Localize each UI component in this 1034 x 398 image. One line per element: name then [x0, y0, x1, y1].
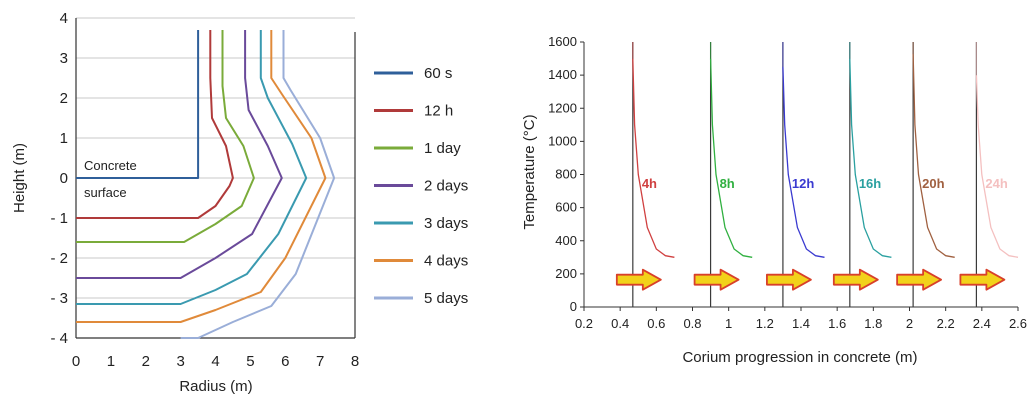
x-tick-label: 5 [246, 353, 254, 370]
series-line-6 [180, 30, 336, 339]
y-tick-label: 1000 [548, 133, 577, 148]
series-group [76, 30, 336, 339]
y-tick-label: 4 [60, 10, 68, 27]
x-tick-label: 4 [211, 353, 219, 370]
x-tick-label: 6 [281, 353, 289, 370]
y-tick-label: 600 [555, 200, 577, 215]
x-axis-label: Radius (m) [179, 378, 252, 395]
x-tick-label: 1.8 [864, 316, 882, 331]
y-tick-label: - 2 [50, 250, 68, 267]
x-tick-label: 0.2 [575, 316, 593, 331]
x-tick-label: 1 [725, 316, 732, 331]
y-tick-label: - 3 [50, 290, 68, 307]
profile-line-4 [912, 53, 955, 258]
y-axis-label: Temperature (°C) [521, 114, 538, 229]
legend-label: 3 days [424, 215, 468, 232]
y-tick-label: 0 [60, 170, 68, 187]
time-label: 24h [985, 176, 1007, 191]
series-line-5 [76, 30, 327, 323]
profile-line-1 [709, 58, 753, 258]
y-tick-label: 2 [60, 90, 68, 107]
series-line-2 [76, 30, 255, 243]
legend-label: 60 s [424, 65, 452, 82]
time-label: 16h [859, 176, 881, 191]
x-tick-label: 2.4 [973, 316, 991, 331]
progression-arrow-icon [693, 268, 740, 291]
legend-label: 12 h [424, 103, 453, 120]
y-tick-label: 3 [60, 50, 68, 67]
x-tick-label: 1.2 [756, 316, 774, 331]
series-line-1 [76, 30, 234, 219]
x-tick-label: 8 [351, 353, 359, 370]
y-tick-labels: 0 200 400 600 800 1000 1200 1400 1600 [548, 34, 584, 314]
legend-label: 4 days [424, 253, 468, 270]
y-tick-label: - 4 [50, 330, 68, 347]
y-axis-label: Height (m) [11, 143, 28, 213]
annotation-concrete: Concrete [84, 158, 137, 173]
annotation-surface: surface [84, 185, 127, 200]
progression-arrow-icon [766, 268, 812, 291]
y-tick-label: 1600 [548, 34, 577, 49]
legend-label: 5 days [424, 290, 468, 307]
y-tick-label: 1200 [548, 100, 577, 115]
x-tick-label: 1.4 [792, 316, 810, 331]
x-tick-label: 7 [316, 353, 324, 370]
x-tick-label: 2 [906, 316, 913, 331]
y-tick-label: 800 [555, 167, 577, 182]
x-tick-label: 2.2 [937, 316, 955, 331]
x-tick-label: 2 [142, 353, 150, 370]
x-tick-label: 0.8 [683, 316, 701, 331]
series-line-0 [76, 30, 200, 179]
time-label: 8h [720, 176, 735, 191]
x-tick-labels: 0.2 0.4 0.6 0.8 1 1.2 1.4 1.6 1.8 2 2.2 2.4 2.6 [575, 307, 1027, 331]
x-tick-label: 1.6 [828, 316, 846, 331]
profile-line-2 [782, 66, 825, 258]
y-tick-labels: 4 3 2 1 0 - 1 - 2 - 3 - 4 [50, 10, 68, 347]
x-tick-label: 0 [72, 353, 80, 370]
y-tick-label: 200 [555, 266, 577, 281]
x-tick-label: 0.6 [647, 316, 665, 331]
time-label: 20h [922, 176, 944, 191]
x-tick-label: 3 [176, 353, 184, 370]
x-tick-labels: 0 1 2 3 4 5 6 7 8 [72, 353, 359, 370]
legend-label: 1 day [424, 140, 461, 157]
y-tick-label: 0 [570, 299, 577, 314]
x-tick-label: 1 [107, 353, 115, 370]
chart-radius-height: 4 3 2 1 0 - 1 - 2 - 3 - 4 0 1 2 3 4 5 6 7 8 Concrete sur… [11, 10, 468, 395]
progression-arrow-icon [896, 268, 943, 291]
series-group: 4h 8h 12h 16h 20h 24h [615, 42, 1019, 307]
y-tick-label: 400 [555, 233, 577, 248]
x-axis-label: Corium progression in concrete (m) [682, 349, 917, 366]
legend-label: 2 days [424, 178, 468, 195]
y-tick-label: 1400 [548, 67, 577, 82]
time-label: 4h [642, 176, 657, 191]
y-tick-label: 1 [60, 130, 68, 147]
x-tick-label: 2.6 [1009, 316, 1027, 331]
series-line-4 [76, 30, 308, 305]
profile-line-5 [975, 75, 1019, 258]
legend: 60 s 12 h 1 day 2 days 3 days 4 days 5 days [374, 65, 468, 307]
time-label: 12h [792, 176, 814, 191]
series-line-3 [76, 30, 283, 279]
profile-line-3 [849, 58, 892, 258]
progression-arrow-icon [832, 268, 879, 291]
profile-line-0 [632, 58, 675, 258]
x-tick-label: 0.4 [611, 316, 629, 331]
progression-arrow-icon [615, 268, 662, 291]
y-tick-label: - 1 [50, 210, 68, 227]
progression-arrow-icon [959, 268, 1006, 291]
